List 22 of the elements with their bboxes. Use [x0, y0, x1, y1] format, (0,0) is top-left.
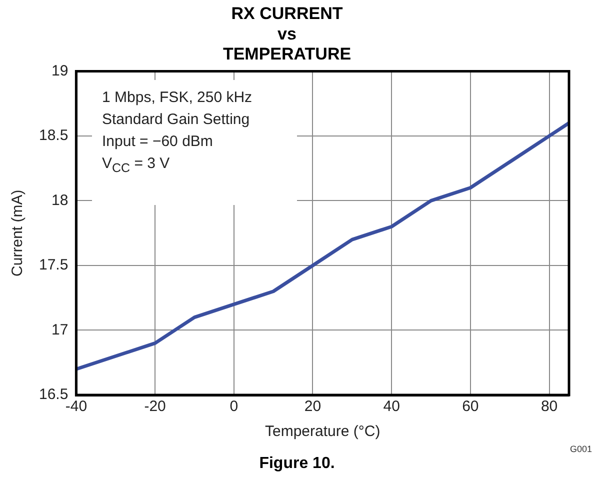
- x-tick-label: 20: [304, 398, 322, 416]
- y-tick-label: 17: [52, 321, 68, 338]
- annotation: V$_{CC}$ = 3 V: [102, 154, 171, 177]
- annotation: Standard Gain Setting: [102, 110, 251, 130]
- annotation: Input = −60 dBm: [102, 132, 214, 152]
- x-tick-label: 40: [383, 398, 400, 416]
- y-tick-label: 18: [52, 192, 68, 209]
- x-tick-label: 60: [462, 398, 479, 416]
- text: TEMPERATURE: [222, 44, 352, 64]
- y-tick-label: 18.5: [38, 127, 68, 144]
- text: vs: [278, 24, 296, 44]
- text: G001: [570, 444, 592, 454]
- caption: Figure 10.: [258, 455, 336, 473]
- x-tick-label: 0: [230, 398, 238, 416]
- x-tick-label: 80: [540, 398, 558, 416]
- y-tick-label: 17.5: [38, 256, 68, 274]
- annotation: 1 Mbps, FSK, 250 kHz: [102, 88, 254, 108]
- x-tick-label: -20: [144, 398, 166, 416]
- y-tick-label: 19: [52, 62, 68, 80]
- text: RX CURRENT: [231, 4, 343, 23]
- y-axis-title: Current (mA): [9, 190, 26, 276]
- x-axis-title: Temperature (°C): [264, 423, 380, 440]
